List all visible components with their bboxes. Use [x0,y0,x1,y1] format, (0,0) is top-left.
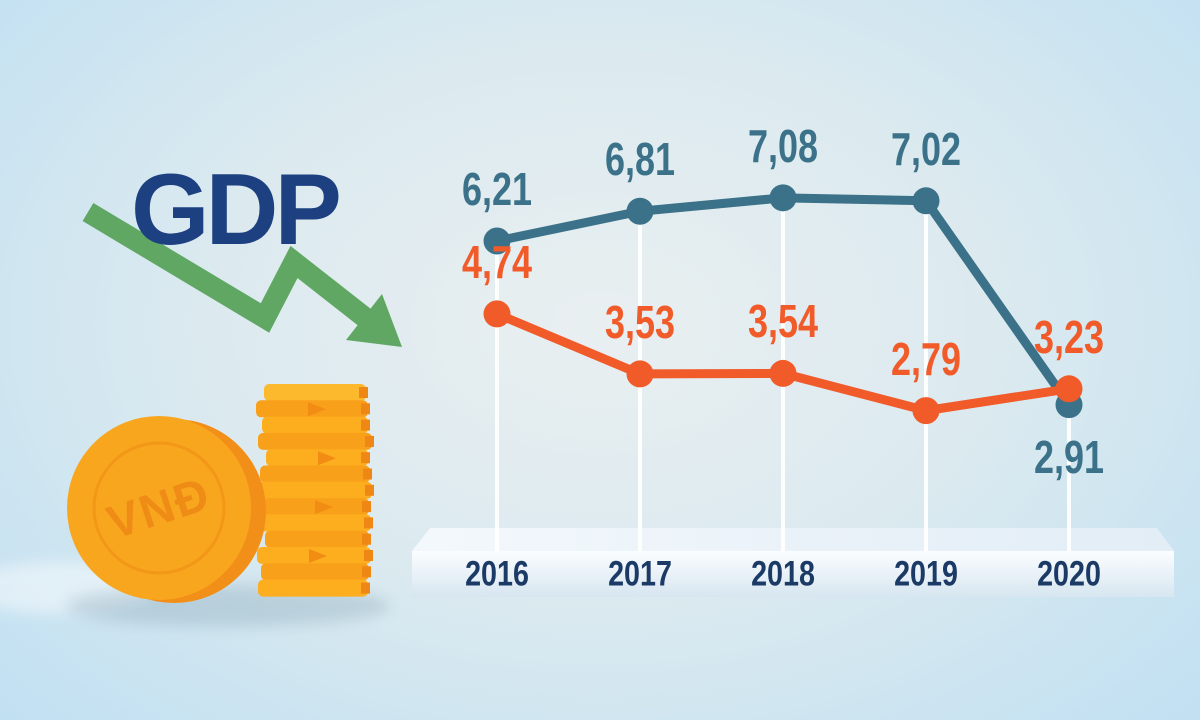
coin-edge-notch [361,419,370,431]
gdp-growth-orange-point [769,359,797,387]
gdp-growth-teal-point [769,184,797,212]
coin-edge-notch [362,501,371,513]
coin-shadow-wedge [308,402,326,417]
downtrend-arrow-icon [82,202,402,347]
coin-edge-notch [361,452,370,464]
coin-edge-notch [363,468,372,480]
gdp-growth-orange-point [626,360,654,388]
gdp-growth-orange-point [483,300,511,328]
axis-platform [0,528,1174,614]
stacked-coin [264,384,366,401]
vnd-coin-icon: VNĐ [67,416,266,603]
coin-edge-notch [362,566,371,578]
gdp-growth-orange-point [912,397,940,425]
stacked-coin [259,514,371,532]
stacked-coin [260,465,370,483]
coin-edge-notch [359,387,368,398]
coin-edge-notch [364,550,373,561]
coin-shadow-wedge [315,500,333,515]
stacked-coin [261,563,369,581]
coin-shadow-wedge [318,451,336,466]
stacked-coin [262,416,368,434]
coin-edge-notch [361,403,370,415]
gdp-growth-orange-point [1055,375,1083,403]
coin-edge-notch [362,533,371,545]
coin-stack-icon: VNĐ [66,384,390,627]
page-title: GDP [131,154,342,266]
stacked-coin [258,432,372,450]
coin-edge-notch [365,435,374,447]
stacked-coin [258,579,368,597]
coin-edge-notch [364,517,373,529]
stacked-coin [265,530,369,548]
coin-edge-notch [365,484,374,496]
coin-edge-notch [361,582,370,594]
gdp-growth-teal-point [626,197,654,225]
platform-front-face [412,551,1174,597]
coin-shadow-wedge [309,549,327,563]
platform-top-face [412,528,1174,551]
stacked-coin [266,449,368,467]
stacked-coin [256,481,372,499]
gdp-growth-teal-point [912,187,940,215]
gdp-growth-teal-point [483,227,511,255]
line-chart [483,184,1083,551]
